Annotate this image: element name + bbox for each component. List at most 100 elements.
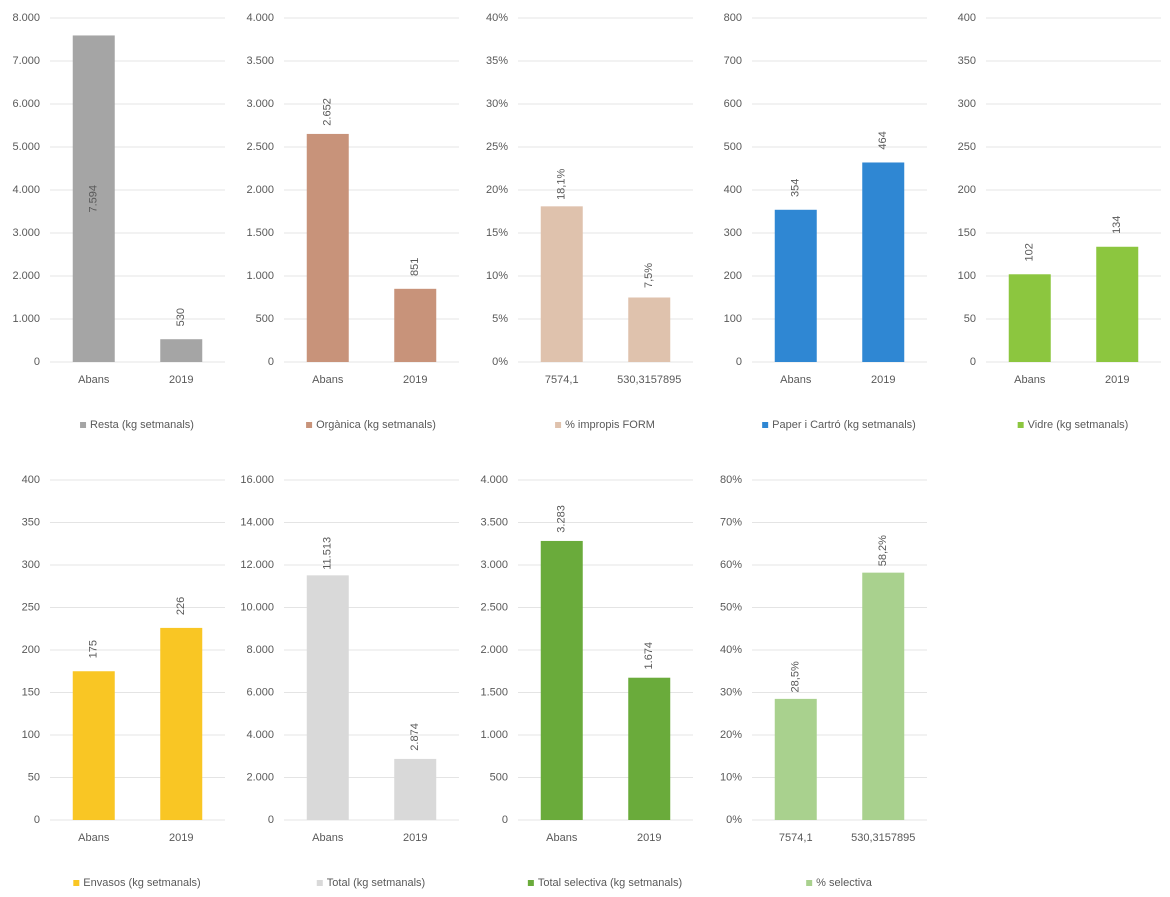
y-tick-label: 4.000	[12, 184, 40, 196]
y-tick-label: 700	[724, 55, 742, 67]
y-tick-label: 6.000	[12, 98, 40, 110]
legend: Total selectiva (kg setmanals)	[527, 877, 682, 889]
y-tick-label: 400	[22, 474, 40, 486]
y-tick-label: 350	[958, 55, 976, 67]
y-tick-label: 20%	[720, 729, 742, 741]
bar	[160, 627, 203, 820]
bar	[540, 206, 583, 362]
y-tick-label: 2.000	[246, 771, 274, 783]
y-tick-label: 500	[724, 141, 742, 153]
y-tick-label: 0	[502, 814, 508, 826]
bar	[72, 671, 115, 820]
y-tick-label: 6.000	[246, 686, 274, 698]
legend: Vidre (kg setmanals)	[1017, 419, 1128, 431]
y-tick-label: 35%	[486, 55, 508, 67]
bar	[540, 540, 583, 820]
legend-swatch	[762, 422, 769, 428]
x-tick-label: Abans	[78, 832, 110, 844]
data-label: 28,5%	[790, 661, 802, 692]
chart: 0 500 1.000 1.500 2.000 2.500 3.000 3.500 4.000 A…	[246, 12, 459, 431]
y-tick-label: 15%	[486, 227, 508, 239]
y-tick-label: 300	[958, 98, 976, 110]
y-tick-label: 1.000	[246, 270, 274, 282]
y-tick-label: 25%	[486, 141, 508, 153]
legend: Resta (kg setmanals)	[80, 419, 194, 431]
legend-label: Total (kg setmanals)	[327, 877, 425, 889]
y-tick-label: 200	[724, 270, 742, 282]
y-tick-label: 500	[490, 771, 508, 783]
legend: % selectiva	[806, 877, 873, 889]
y-tick-label: 100	[958, 270, 976, 282]
y-tick-label: 150	[958, 227, 976, 239]
y-tick-label: 0%	[492, 356, 508, 368]
legend-label: Paper i Cartró (kg setmanals)	[772, 419, 916, 431]
data-label: 175	[88, 640, 100, 658]
x-tick-label: Abans	[780, 374, 812, 386]
legend-swatch	[316, 880, 323, 886]
y-tick-label: 100	[22, 729, 40, 741]
y-tick-label: 1.000	[12, 313, 40, 325]
y-tick-label: 14.000	[240, 516, 274, 528]
y-tick-label: 0	[268, 356, 274, 368]
y-tick-label: 100	[724, 313, 742, 325]
y-tick-label: 5.000	[12, 141, 40, 153]
y-tick-label: 10.000	[240, 601, 274, 613]
y-tick-label: 3.000	[246, 98, 274, 110]
y-tick-label: 0	[736, 356, 742, 368]
x-tick-label: 2019	[1105, 374, 1129, 386]
legend-label: Orgànica (kg setmanals)	[316, 419, 436, 431]
y-tick-label: 400	[724, 184, 742, 196]
bar	[628, 297, 671, 362]
x-tick-label: 2019	[169, 832, 193, 844]
legend-swatch	[306, 422, 313, 428]
y-tick-label: 3.000	[480, 559, 508, 571]
y-tick-label: 30%	[720, 686, 742, 698]
x-tick-label: 2019	[169, 374, 193, 386]
y-tick-label: 50	[964, 313, 976, 325]
y-tick-label: 30%	[486, 98, 508, 110]
data-label: 102	[1024, 243, 1036, 261]
data-label: 58,2%	[877, 535, 889, 566]
chart: 0 50 100 150 200 250 300 350 400 Abans 2019 102 134 V…	[958, 12, 1161, 431]
bar	[774, 209, 817, 362]
y-tick-label: 1.000	[480, 729, 508, 741]
data-label: 18,1%	[556, 169, 568, 200]
y-tick-label: 5%	[492, 313, 508, 325]
x-tick-label: Abans	[312, 832, 344, 844]
y-tick-label: 200	[958, 184, 976, 196]
legend-swatch	[73, 880, 80, 886]
y-tick-label: 8.000	[12, 12, 40, 24]
y-tick-label: 300	[22, 559, 40, 571]
data-label: 226	[175, 597, 187, 615]
y-tick-label: 500	[256, 313, 274, 325]
y-tick-label: 50	[28, 771, 40, 783]
chart: 0% 5% 10% 15% 20% 25% 30% 35% 40% 7574,1 530,31578…	[486, 12, 693, 431]
legend: % impropis FORM	[555, 419, 655, 431]
legend-swatch	[806, 880, 813, 886]
y-tick-label: 4.000	[246, 12, 274, 24]
bar	[394, 288, 437, 362]
data-label: 11.513	[322, 537, 334, 570]
x-tick-label: 2019	[403, 374, 427, 386]
legend-swatch	[555, 422, 562, 428]
bar	[1008, 274, 1051, 362]
y-tick-label: 20%	[486, 184, 508, 196]
x-tick-label: Abans	[1014, 374, 1046, 386]
y-tick-label: 350	[22, 516, 40, 528]
y-tick-label: 250	[958, 141, 976, 153]
x-tick-label: 7574,1	[779, 832, 813, 844]
y-tick-label: 40%	[720, 644, 742, 656]
bar	[72, 35, 115, 362]
y-tick-label: 250	[22, 601, 40, 613]
data-label: 2.652	[322, 98, 334, 126]
bar	[862, 572, 905, 820]
bar	[862, 162, 905, 362]
y-tick-label: 70%	[720, 516, 742, 528]
y-tick-label: 50%	[720, 601, 742, 613]
legend-label: % selectiva	[816, 877, 873, 889]
y-tick-label: 800	[724, 12, 742, 24]
y-tick-label: 3.500	[480, 516, 508, 528]
y-tick-label: 7.000	[12, 55, 40, 67]
x-tick-label: 530,3157895	[851, 832, 915, 844]
